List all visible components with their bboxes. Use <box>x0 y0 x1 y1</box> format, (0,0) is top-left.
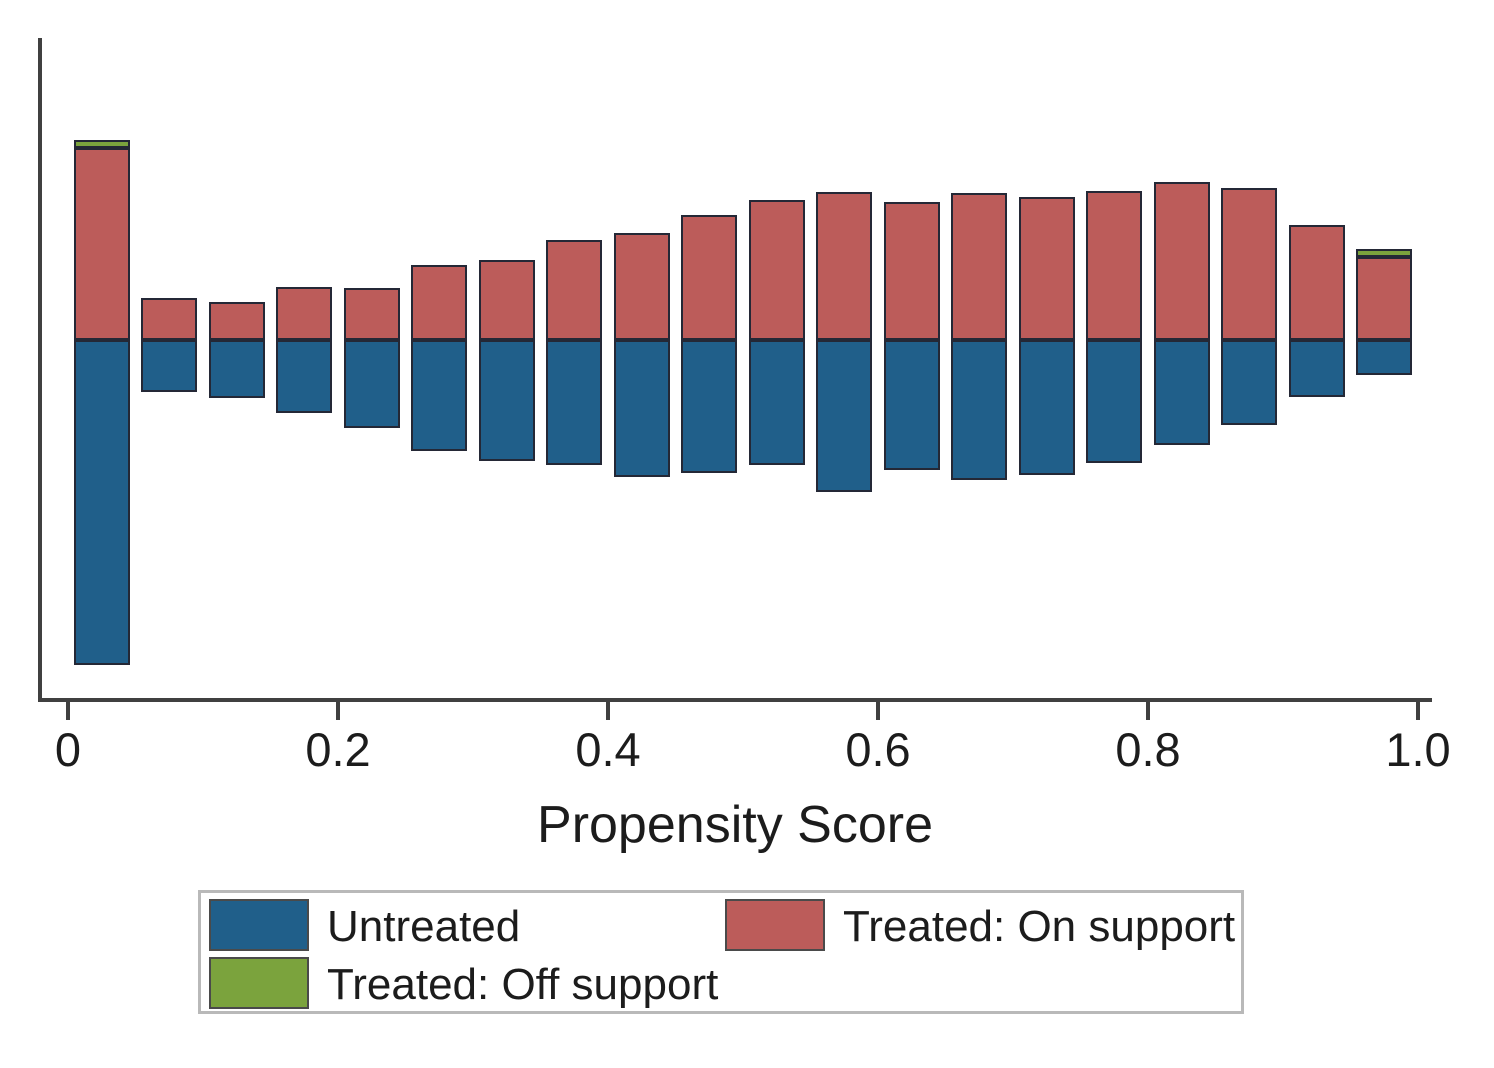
bar-segment-untreated <box>74 340 130 665</box>
x-axis-title: Propensity Score <box>537 796 933 854</box>
bar-segment-untreated <box>411 340 467 451</box>
bar-segment-treated-on-support <box>74 148 130 340</box>
bar-segment-untreated <box>1086 340 1142 463</box>
x-tick-mark <box>66 698 70 720</box>
bar-segment-treated-on-support <box>816 192 872 340</box>
bar-segment-treated-on-support <box>1289 225 1345 340</box>
bar-segment-treated-on-support <box>276 287 332 340</box>
x-tick-label: 0.4 <box>575 723 641 776</box>
bar-segment-treated-on-support <box>411 265 467 340</box>
bar-segment-treated-on-support <box>209 302 265 340</box>
x-tick-mark <box>606 698 610 720</box>
x-tick-label: 0.6 <box>845 723 911 776</box>
bar-segment-untreated <box>1019 340 1075 475</box>
bar-segment-untreated <box>546 340 602 465</box>
bar-segment-untreated <box>816 340 872 492</box>
legend: Untreated Treated: On support Treated: O… <box>198 890 1244 1014</box>
bar-segment-treated-on-support <box>681 215 737 340</box>
bar-segment-untreated <box>1221 340 1277 425</box>
bar-segment-untreated <box>1356 340 1412 375</box>
bar-segment-treated-on-support <box>1019 197 1075 340</box>
x-tick-label: 0 <box>54 723 82 776</box>
bar-segment-untreated <box>884 340 940 470</box>
legend-label-untreated: Untreated <box>327 902 521 951</box>
legend-label-treated-off-support: Treated: Off support <box>327 960 719 1009</box>
x-tick-mark <box>876 698 880 720</box>
bar-segment-treated-on-support <box>479 260 535 340</box>
bar-segment-untreated <box>614 340 670 477</box>
bar-segment-treated-on-support <box>749 200 805 340</box>
legend-label-treated-on-support: Treated: On support <box>843 902 1236 951</box>
bar-segment-untreated <box>1154 340 1210 445</box>
x-tick-mark <box>336 698 340 720</box>
bar-segment-untreated <box>276 340 332 413</box>
x-tick-label: 0.2 <box>305 723 371 776</box>
legend-swatch-untreated <box>209 899 309 951</box>
bar-segment-untreated <box>344 340 400 428</box>
bar-segment-treated-on-support <box>1221 188 1277 340</box>
bar-segment-untreated <box>141 340 197 392</box>
bar-segment-untreated <box>749 340 805 465</box>
bar-segment-treated-on-support <box>344 288 400 340</box>
bar-segment-treated-on-support <box>546 240 602 340</box>
bar-segment-untreated <box>209 340 265 398</box>
bar-segment-treated-off-support <box>1356 249 1412 257</box>
bar-segment-treated-on-support <box>1356 257 1412 340</box>
bar-segment-untreated <box>1289 340 1345 397</box>
bar-segment-untreated <box>681 340 737 473</box>
bar-segment-untreated <box>479 340 535 461</box>
bar-segment-treated-on-support <box>951 193 1007 340</box>
bar-segment-untreated <box>951 340 1007 480</box>
legend-swatch-treated-off-support <box>209 957 309 1009</box>
x-tick-mark <box>1146 698 1150 720</box>
x-axis-line <box>38 698 1432 702</box>
bar-segment-treated-on-support <box>1154 182 1210 340</box>
bar-segment-treated-on-support <box>614 233 670 340</box>
y-axis-line <box>38 38 42 702</box>
bar-segment-treated-on-support <box>1086 191 1142 340</box>
bar-segment-treated-on-support <box>141 298 197 340</box>
x-tick-label: 0.8 <box>1115 723 1181 776</box>
bar-segment-treated-off-support <box>74 140 130 148</box>
legend-swatch-treated-on-support <box>725 899 825 951</box>
bar-segment-treated-on-support <box>884 202 940 340</box>
x-tick-mark <box>1416 698 1420 720</box>
x-tick-label: 1.0 <box>1385 723 1451 776</box>
